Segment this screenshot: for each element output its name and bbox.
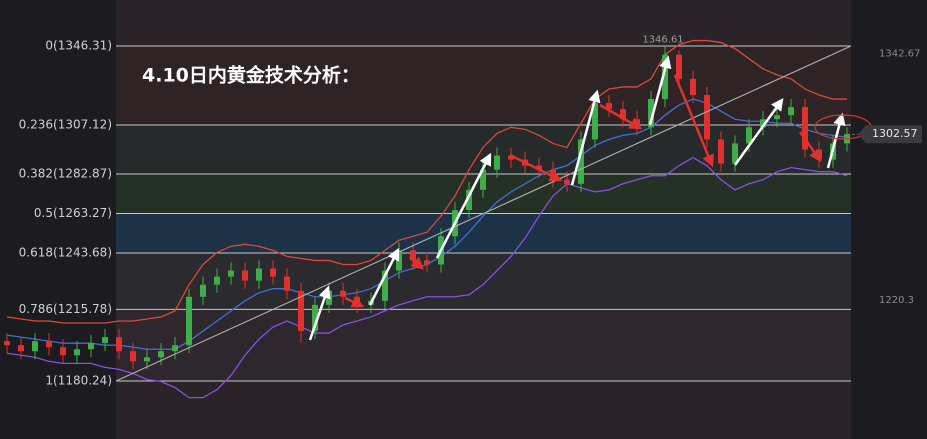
- candle-body: [214, 276, 220, 285]
- right-tick-label: 1342.67: [879, 48, 920, 59]
- candle-body: [242, 270, 248, 281]
- candle-body: [480, 169, 486, 190]
- candle-body: [424, 260, 430, 265]
- candle-body: [564, 179, 570, 184]
- arrows: [308, 55, 846, 341]
- candle-body: [746, 127, 752, 144]
- candle-body: [536, 165, 542, 170]
- candle-body: [732, 143, 738, 164]
- candle-body: [690, 78, 696, 96]
- candle-body: [4, 341, 10, 346]
- candle-body: [18, 345, 24, 352]
- candle-body: [284, 276, 290, 291]
- candle-body: [662, 54, 668, 100]
- y-tick-label: 0.618(1243.68): [19, 246, 112, 260]
- candle-body: [382, 270, 388, 301]
- candle-body: [116, 337, 122, 352]
- candle-body: [186, 296, 192, 346]
- y-tick-label: 0.236(1307.12): [19, 118, 112, 132]
- candle-body: [802, 107, 808, 150]
- candle-body: [270, 268, 276, 277]
- candle-body: [312, 304, 318, 332]
- candle-body: [102, 337, 108, 344]
- fib-zone: [116, 309, 851, 382]
- candle-body: [494, 155, 500, 170]
- candle-body: [200, 284, 206, 297]
- y-tick-label: 1(1180.24): [45, 374, 112, 388]
- candle-body: [718, 139, 724, 164]
- y-tick-label: 0.5(1263.27): [34, 206, 112, 220]
- candle-body: [46, 341, 52, 348]
- candle-body: [466, 189, 472, 211]
- candle-body: [130, 351, 136, 362]
- candle-body: [60, 347, 66, 356]
- y-tick-label: 0(1346.31): [45, 38, 112, 52]
- candle-body: [228, 270, 234, 277]
- candle-body: [620, 109, 626, 120]
- right-tick-label: 1220.3: [879, 295, 914, 306]
- current-price-label: 1302.57: [872, 127, 918, 140]
- candle-body: [788, 107, 794, 116]
- candle-body: [340, 290, 346, 297]
- candle-body: [172, 345, 178, 352]
- fib-zone: [116, 213, 851, 254]
- candle-body: [774, 115, 780, 120]
- chart-title: 4.10日内黄金技术分析：: [142, 64, 360, 87]
- candle-body: [760, 119, 766, 128]
- band-upper: [6, 39, 847, 324]
- high-label: 1346.61: [642, 34, 683, 45]
- fib-zone: [116, 45, 851, 126]
- fib-zone: [116, 253, 851, 310]
- candle-body: [74, 349, 80, 356]
- candle-body: [144, 357, 150, 362]
- candle-body: [508, 155, 514, 160]
- candle-body: [158, 351, 164, 358]
- candle-body: [606, 103, 612, 110]
- candle-body: [32, 341, 38, 352]
- price-tag: [858, 125, 922, 144]
- candle-body: [88, 343, 94, 350]
- candle-body: [704, 95, 710, 140]
- candle-body: [592, 103, 598, 140]
- candle-body: [298, 290, 304, 332]
- y-tick-label: 0.382(1282.87): [19, 166, 112, 180]
- candle-body: [410, 250, 416, 261]
- candle-body: [256, 268, 262, 281]
- candle-body: [648, 99, 654, 128]
- y-tick-label: 0.786(1215.78): [19, 302, 112, 316]
- candle-body: [676, 54, 682, 79]
- candle-body: [578, 139, 584, 184]
- trend-line: [115, 45, 852, 382]
